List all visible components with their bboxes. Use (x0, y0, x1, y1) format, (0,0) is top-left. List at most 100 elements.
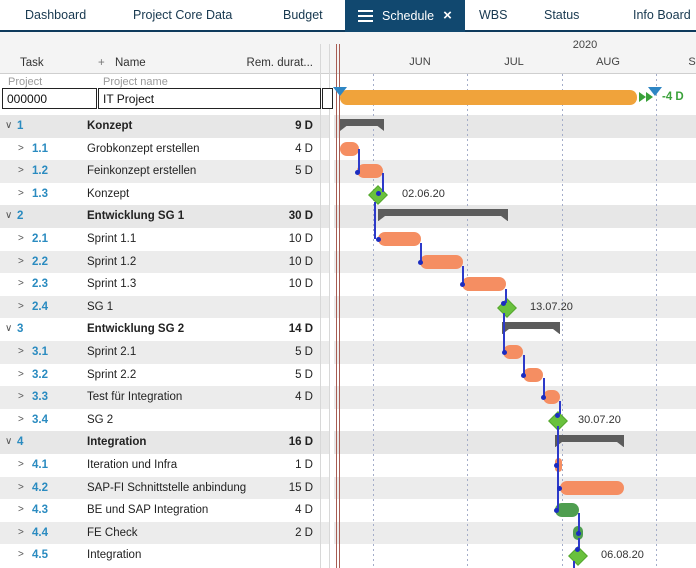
task-bar-3.2[interactable] (523, 367, 543, 382)
project-duration-cell[interactable] (322, 88, 333, 109)
task-row-4-number[interactable]: 4 (17, 436, 24, 449)
row-expander-icon[interactable]: > (18, 504, 24, 516)
task-row-2-duration[interactable]: 30 D (288, 210, 313, 223)
row-expander-icon[interactable]: > (18, 278, 24, 290)
row-expander-icon[interactable]: > (18, 346, 24, 357)
task-row-3.2-duration[interactable]: 5 D (295, 368, 313, 381)
task-row-2-name[interactable]: Entwicklung SG 1 (87, 210, 185, 223)
tab-dashboard[interactable]: Dashboard (25, 8, 87, 22)
row-expander-icon[interactable]: > (18, 187, 24, 199)
task-row-4-duration[interactable]: 16 D (288, 436, 313, 449)
row-expander-icon[interactable]: > (18, 549, 24, 561)
column-header-task[interactable]: Task (20, 57, 44, 69)
task-row-1.1-name[interactable]: Grobkonzept erstellen (87, 142, 200, 155)
task-row-1.3-name[interactable]: Konzept (87, 187, 130, 200)
summary-bar-3[interactable] (502, 322, 560, 335)
row-expander-icon[interactable]: > (18, 165, 24, 177)
task-row-4.4-number[interactable]: 4.4 (32, 526, 48, 539)
panel-splitter[interactable] (329, 44, 330, 568)
task-row-2.1-name[interactable]: Sprint 1.1 (87, 233, 137, 245)
row-expander-icon[interactable]: > (18, 413, 24, 425)
row-expander-icon[interactable]: ∨ (5, 210, 13, 222)
task-bar-2.3[interactable] (462, 277, 506, 292)
task-row-1-duration[interactable]: 9 D (295, 120, 313, 132)
task-bar-2.1[interactable] (378, 232, 421, 246)
row-expander-icon[interactable]: > (18, 142, 24, 154)
summary-bar-1[interactable] (340, 119, 384, 131)
task-bar-3.1[interactable] (503, 345, 523, 359)
task-row-3.3-duration[interactable]: 4 D (295, 391, 313, 404)
row-expander-icon[interactable]: > (18, 526, 24, 538)
task-row-3.4-name[interactable]: SG 2 (87, 413, 114, 426)
close-icon[interactable]: × (443, 7, 452, 24)
task-row-2.2-name[interactable]: Sprint 1.2 (87, 255, 137, 268)
task-row-4.1-duration[interactable]: 1 D (295, 459, 313, 471)
project-gantt-bar[interactable] (340, 90, 637, 105)
task-bar-1.2[interactable] (357, 164, 383, 179)
column-header-name[interactable]: Name (115, 57, 146, 69)
task-row-4.2-name[interactable]: SAP-FI Schnittstelle anbindung (87, 481, 247, 494)
task-row-1.2-number[interactable]: 1.2 (32, 165, 48, 178)
task-bar-4.2[interactable] (560, 480, 624, 495)
row-expander-icon[interactable]: > (18, 255, 24, 267)
task-row-1-name[interactable]: Konzept (87, 120, 133, 132)
row-expander-icon[interactable]: > (18, 300, 24, 312)
tab-status[interactable]: Status (544, 8, 580, 22)
tab-schedule[interactable]: Schedule × (345, 0, 465, 32)
row-expander-icon[interactable]: ∨ (5, 120, 13, 131)
task-row-2.4-name[interactable]: SG 1 (87, 300, 114, 313)
task-row-1.1-duration[interactable]: 4 D (295, 142, 313, 155)
task-row-4.3-number[interactable]: 4.3 (32, 504, 48, 517)
task-row-2.2-number[interactable]: 2.2 (32, 255, 48, 268)
tab-project-core-data[interactable]: Project Core Data (133, 8, 233, 22)
task-row-2.2-duration[interactable]: 10 D (288, 255, 313, 268)
task-row-3.2-name[interactable]: Sprint 2.2 (87, 368, 137, 381)
task-row-4.4-name[interactable]: FE Check (87, 526, 138, 539)
task-row-4.2-duration[interactable]: 15 D (288, 481, 313, 494)
task-row-4.2-number[interactable]: 4.2 (32, 481, 48, 494)
row-expander-icon[interactable]: ∨ (5, 323, 13, 335)
row-expander-icon[interactable]: > (18, 481, 24, 493)
task-row-3.1-name[interactable]: Sprint 2.1 (87, 346, 137, 358)
task-bar-4.3[interactable] (555, 503, 579, 518)
task-row-2.1-duration[interactable]: 10 D (288, 233, 313, 245)
task-row-1.2-name[interactable]: Feinkonzept erstellen (87, 165, 197, 178)
task-row-3.1-number[interactable]: 3.1 (32, 346, 48, 358)
project-end-marker-icon[interactable] (648, 87, 662, 96)
task-bar-1.1[interactable] (340, 141, 359, 156)
summary-bar-4[interactable] (555, 435, 624, 448)
task-row-3.3-name[interactable]: Test für Integration (87, 391, 183, 404)
task-row-4.1-name[interactable]: Iteration und Infra (87, 459, 178, 471)
tab-info-board[interactable]: Info Board (633, 8, 691, 22)
task-row-3-name[interactable]: Entwicklung SG 2 (87, 323, 185, 336)
task-row-3.4-number[interactable]: 3.4 (32, 413, 48, 426)
task-row-4.5-number[interactable]: 4.5 (32, 549, 48, 562)
column-header-duration[interactable]: Rem. durat... (246, 57, 313, 69)
add-column-icon[interactable]: + (98, 57, 105, 69)
row-expander-icon[interactable]: > (18, 391, 24, 403)
task-row-2.1-number[interactable]: 2.1 (32, 233, 48, 245)
task-row-4-name[interactable]: Integration (87, 436, 147, 449)
task-row-3.1-duration[interactable]: 5 D (295, 346, 313, 358)
project-start-marker-icon[interactable] (333, 87, 347, 96)
row-expander-icon[interactable]: > (18, 459, 24, 470)
task-row-4.5-name[interactable]: Integration (87, 549, 142, 562)
task-bar-2.2[interactable] (420, 254, 463, 269)
task-row-3-duration[interactable]: 14 D (288, 323, 313, 336)
task-row-2.3-duration[interactable]: 10 D (288, 278, 313, 291)
task-row-1.2-duration[interactable]: 5 D (295, 165, 313, 178)
project-id-input[interactable] (2, 88, 97, 109)
task-row-2.3-number[interactable]: 2.3 (32, 278, 48, 291)
task-row-4.3-duration[interactable]: 4 D (295, 504, 313, 517)
hamburger-icon[interactable] (358, 7, 373, 25)
task-row-2-number[interactable]: 2 (17, 210, 24, 223)
task-bar-3.3[interactable] (543, 390, 560, 405)
tab-wbs[interactable]: WBS (479, 8, 508, 22)
row-expander-icon[interactable]: > (18, 233, 24, 244)
row-expander-icon[interactable]: ∨ (5, 436, 13, 448)
row-expander-icon[interactable]: > (18, 368, 24, 380)
task-row-4.1-number[interactable]: 4.1 (32, 459, 48, 471)
project-name-input[interactable] (98, 88, 321, 109)
task-row-1.1-number[interactable]: 1.1 (32, 142, 48, 155)
task-row-2.3-name[interactable]: Sprint 1.3 (87, 278, 137, 291)
